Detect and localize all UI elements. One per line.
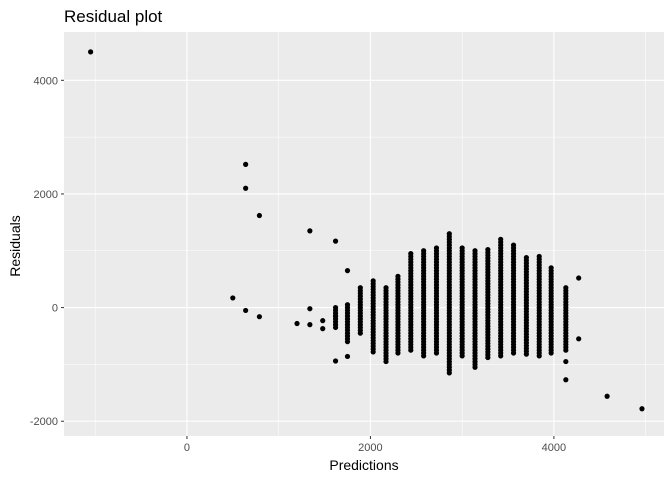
data-point [639,406,645,412]
data-point [421,248,427,254]
y-tick-label: 2000 [34,189,58,201]
data-point [230,295,236,301]
data-point [433,245,440,251]
data-point [344,353,351,360]
x-tick-label: 0 [184,442,190,454]
data-point [332,238,339,244]
x-tick-label: 2000 [358,442,382,454]
data-point [243,161,249,167]
major-gridlines [64,32,664,436]
data-point [604,393,610,399]
x-axis-ticks: 0 2000 4000 [184,436,566,454]
chart-title: Residual plot [64,7,163,26]
data-point [510,242,517,248]
minor-gridlines [64,32,664,436]
data-point [408,251,414,257]
data-point [307,228,313,234]
data-point [320,318,326,324]
y-tick-label: 0 [52,303,58,315]
y-axis-ticks: -2000 0 2000 4000 [30,75,64,428]
data-point [307,322,313,328]
data-point [256,314,263,320]
x-tick-label: 4000 [542,442,566,454]
data-point [383,285,389,291]
data-points [88,49,645,412]
data-point [485,247,491,253]
data-point [576,336,582,342]
data-point [446,231,452,237]
data-point [294,320,300,327]
data-point [243,307,249,314]
y-axis-label: Residuals [7,215,23,276]
y-tick-label: 4000 [34,75,58,87]
data-point [307,306,313,312]
data-point [357,285,363,291]
data-point [256,212,263,219]
data-point [88,49,94,55]
y-tick-label: -2000 [30,416,58,428]
data-point [332,358,339,364]
data-point [344,302,351,308]
data-point [320,326,326,332]
data-point [344,268,351,274]
data-point [523,254,529,261]
data-point [459,245,465,251]
plot-panel [64,32,664,436]
data-point [332,304,339,311]
data-point [563,285,569,291]
data-point [472,248,478,254]
data-point [243,185,249,191]
data-point [548,265,554,271]
data-point [576,275,582,281]
x-axis-label: Predictions [329,457,398,473]
data-point [395,273,401,279]
data-point [536,253,542,260]
data-point [563,358,569,365]
data-point [498,236,504,242]
data-point [563,377,569,383]
data-point [370,278,376,284]
